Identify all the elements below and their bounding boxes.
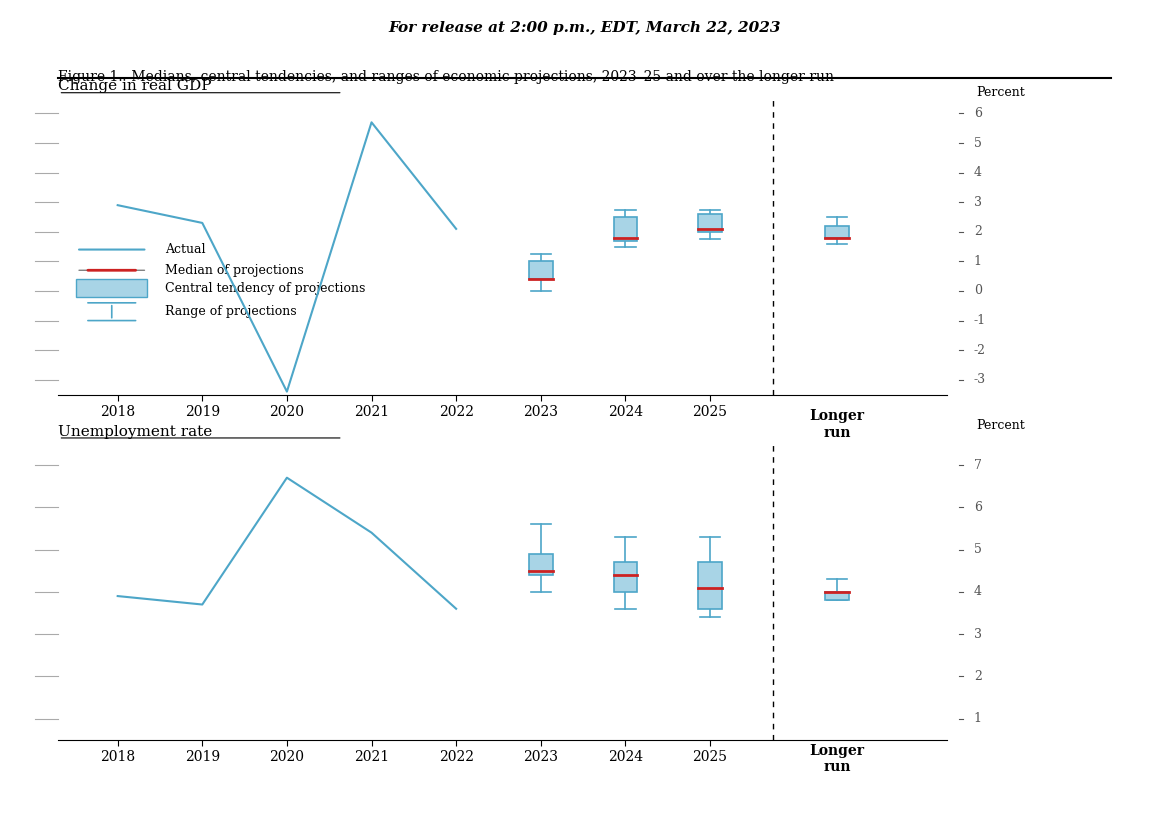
Text: 3: 3 — [974, 628, 982, 640]
Text: 7: 7 — [974, 459, 982, 472]
Text: 1: 1 — [974, 712, 982, 725]
Text: 4: 4 — [974, 585, 982, 598]
Text: Change in real GDP: Change in real GDP — [58, 79, 212, 94]
Text: -1: -1 — [974, 314, 985, 327]
FancyBboxPatch shape — [825, 592, 849, 600]
Text: Longer
run: Longer run — [809, 409, 864, 440]
FancyBboxPatch shape — [76, 279, 147, 297]
FancyBboxPatch shape — [698, 214, 721, 232]
Text: 2: 2 — [974, 670, 982, 683]
Text: Unemployment rate: Unemployment rate — [58, 424, 213, 439]
FancyBboxPatch shape — [698, 562, 721, 609]
Text: Longer
run: Longer run — [809, 744, 864, 774]
Text: 4: 4 — [974, 166, 982, 179]
Text: Range of projections: Range of projections — [165, 305, 297, 318]
Text: 5: 5 — [974, 543, 982, 556]
Text: 5: 5 — [974, 136, 982, 150]
Text: 3: 3 — [974, 196, 982, 209]
Text: -2: -2 — [974, 344, 985, 357]
FancyBboxPatch shape — [614, 217, 637, 241]
Text: Percent: Percent — [976, 419, 1025, 432]
Text: 6: 6 — [974, 501, 982, 514]
FancyBboxPatch shape — [528, 261, 553, 279]
Text: For release at 2:00 p.m., EDT, March 22, 2023: For release at 2:00 p.m., EDT, March 22,… — [388, 21, 781, 35]
Text: Figure 1.  Medians, central tendencies, and ranges of economic projections, 2023: Figure 1. Medians, central tendencies, a… — [58, 70, 835, 84]
FancyBboxPatch shape — [825, 226, 849, 238]
Text: 2: 2 — [974, 225, 982, 238]
FancyBboxPatch shape — [528, 554, 553, 575]
Text: 0: 0 — [974, 284, 982, 298]
Text: Central tendency of projections: Central tendency of projections — [165, 281, 366, 294]
Text: 1: 1 — [974, 255, 982, 268]
Text: Percent: Percent — [976, 86, 1025, 99]
Text: 6: 6 — [974, 107, 982, 120]
Text: -3: -3 — [974, 373, 985, 386]
Text: Median of projections: Median of projections — [165, 264, 304, 277]
FancyBboxPatch shape — [614, 562, 637, 592]
Text: Actual: Actual — [165, 243, 206, 256]
